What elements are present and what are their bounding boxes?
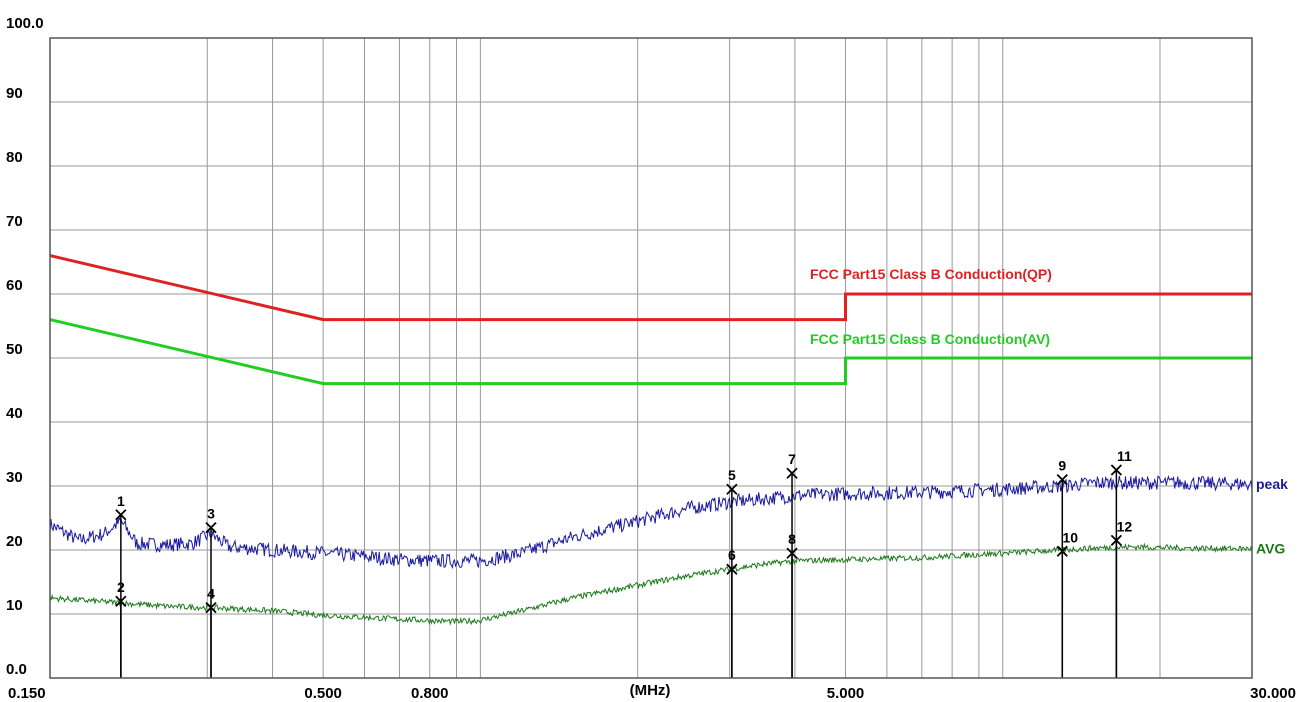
marker-x — [115, 509, 127, 521]
marker-label: 2 — [117, 579, 125, 595]
marker-label: 4 — [207, 586, 215, 602]
x-tick-label: 5.000 — [827, 685, 865, 702]
x-tick-label: 0.800 — [411, 685, 449, 702]
limit-line — [49, 254, 1252, 322]
tick-labels: 0.0 10 20 30 40 50 60 70 80 90 100.0 0.150 0.500 0.80… — [6, 15, 1296, 702]
y-tick-label: 80 — [6, 149, 23, 166]
marker-x — [205, 601, 217, 614]
x-tick-label: 0.150 — [8, 685, 46, 702]
y-tick-label: 60 — [6, 277, 23, 294]
marker-label: 5 — [728, 467, 736, 483]
marker-x — [1110, 464, 1123, 476]
limit-line-label: FCC Part15 Class B Conduction(QP) — [810, 266, 1052, 282]
y-tick-label: 40 — [6, 405, 23, 422]
limit-line-label: FCC Part15 Class B Conduction(AV) — [810, 331, 1050, 347]
marker-label: 8 — [788, 531, 796, 547]
y-tick-label: 70 — [6, 213, 23, 230]
y-tick-label: 20 — [6, 533, 23, 550]
marker-label: 3 — [207, 506, 215, 522]
limit-lines: FCC Part15 Class B Conduction(QP) FCC Par… — [49, 254, 1252, 386]
marker-label: 6 — [728, 547, 736, 563]
marker-label: 7 — [788, 451, 796, 467]
marker-x — [1056, 545, 1068, 557]
y-tick-label: 90 — [6, 85, 23, 102]
marker-label: 9 — [1058, 458, 1066, 474]
series-label: AVG — [1256, 541, 1285, 557]
marker-x — [786, 547, 798, 559]
marker-label: 12 — [1117, 518, 1133, 534]
x-tick-label: 0.500 — [304, 685, 342, 702]
marker-x — [726, 483, 738, 495]
marker-x — [115, 595, 127, 607]
series-line — [49, 542, 1253, 626]
y-tick-label: 50 — [6, 341, 23, 358]
marker-label: 11 — [1117, 448, 1132, 464]
y-tick-label: 30 — [6, 469, 23, 486]
data-series: peak AVG — [49, 474, 1288, 626]
marker-x — [1110, 534, 1123, 547]
marker-label: 10 — [1062, 529, 1078, 545]
x-tick-label: 30.000 — [1250, 685, 1296, 702]
marker-label: 1 — [117, 493, 125, 509]
marker-x — [205, 521, 217, 534]
y-tick-label: 10 — [6, 597, 23, 614]
marker-x — [726, 563, 738, 575]
series-label: peak — [1256, 476, 1288, 492]
y-tick-label: 0.0 — [6, 661, 27, 678]
y-tick-label: 100.0 — [6, 15, 44, 32]
limit-line — [49, 318, 1252, 386]
plot-frame — [49, 37, 1253, 679]
marker-x — [786, 467, 798, 479]
series-line — [49, 474, 1253, 570]
x-axis-label: (MHz) — [630, 682, 671, 699]
marker-x — [1056, 473, 1068, 486]
